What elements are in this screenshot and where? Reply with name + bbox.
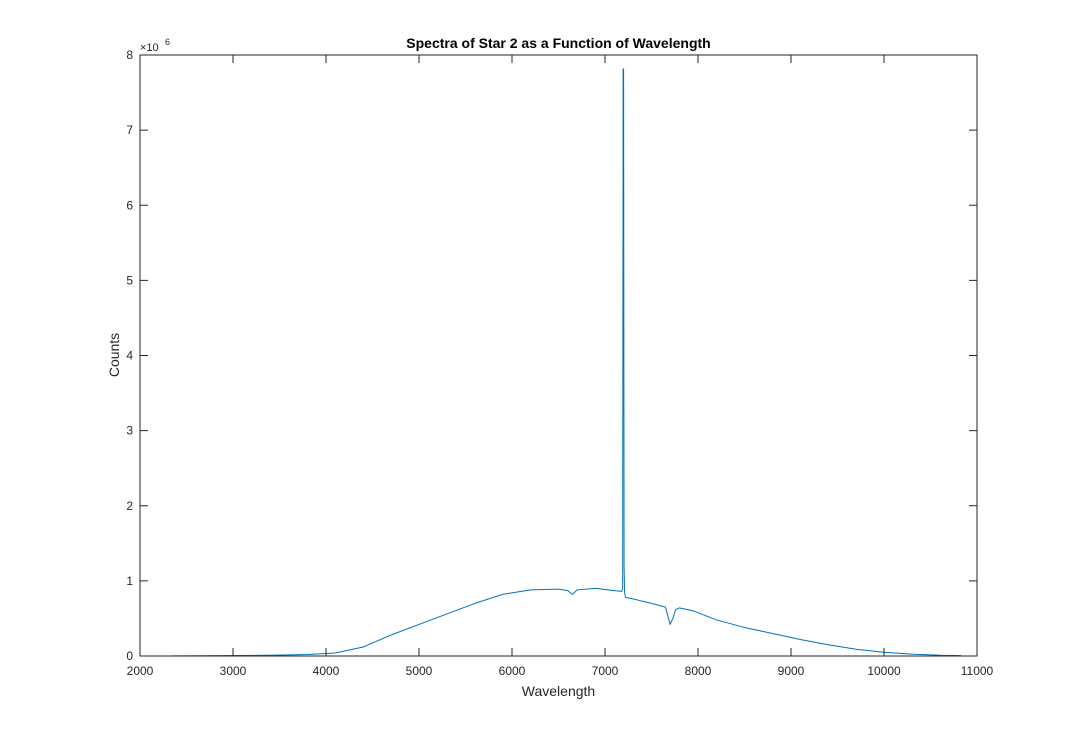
y-tick-label: 7	[126, 123, 133, 137]
y-tick-label: 4	[126, 349, 133, 363]
x-tick-label: 10000	[867, 664, 901, 678]
y-exponent-base: ×10	[140, 42, 159, 54]
x-tick-label: 5000	[406, 664, 433, 678]
axes-box	[139, 54, 978, 657]
x-tick-label: 2000	[127, 664, 154, 678]
chart-title: Spectra of Star 2 as a Function of Wavel…	[406, 35, 710, 51]
spectrum-line	[170, 68, 962, 656]
x-axis-label: Wavelength	[522, 683, 595, 699]
x-tick-label: 11000	[961, 664, 994, 678]
y-tick-labels: 0 1 2 3 4 5 6 7 8	[126, 48, 133, 663]
y-axis-label: Counts	[106, 333, 122, 377]
x-tick-label: 4000	[313, 664, 340, 678]
y-exponent-power: 6	[165, 37, 170, 47]
y-tick-label: 8	[126, 48, 133, 62]
x-tick-label: 9000	[778, 664, 805, 678]
x-tick-labels: 2000 3000 4000 5000 6000 7000 8000 9000 10000 110…	[127, 664, 994, 678]
y-tick-label: 2	[126, 499, 133, 513]
y-tick-label: 3	[126, 424, 133, 438]
x-tick-label: 3000	[220, 664, 247, 678]
plot-area	[140, 55, 977, 656]
y-tick-label: 6	[126, 198, 133, 212]
x-tick-label: 6000	[499, 664, 526, 678]
x-tick-label: 7000	[592, 664, 619, 678]
y-tick-label: 0	[126, 649, 133, 663]
y-exponent-label: ×10 6	[140, 37, 170, 54]
y-tick-label: 1	[126, 574, 133, 588]
x-tick-label: 8000	[685, 664, 712, 678]
y-tick-label: 5	[126, 273, 133, 287]
